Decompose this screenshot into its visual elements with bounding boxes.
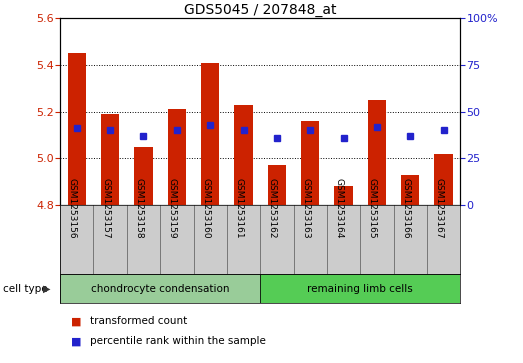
Bar <box>260 274 460 303</box>
Text: ■: ■ <box>71 336 81 346</box>
Bar <box>368 100 386 205</box>
Text: chondrocyte condensation: chondrocyte condensation <box>91 284 230 294</box>
Text: ▶: ▶ <box>43 284 51 294</box>
Text: GSM1253163: GSM1253163 <box>301 178 310 239</box>
Bar <box>301 121 320 205</box>
Text: GSM1253166: GSM1253166 <box>401 178 410 239</box>
Bar <box>101 114 119 205</box>
Bar <box>268 166 286 205</box>
Text: GSM1253165: GSM1253165 <box>368 178 377 239</box>
Bar <box>201 62 219 205</box>
Text: percentile rank within the sample: percentile rank within the sample <box>90 336 266 346</box>
Text: GSM1253160: GSM1253160 <box>201 178 210 239</box>
Bar <box>234 105 253 205</box>
Text: GSM1253159: GSM1253159 <box>168 178 177 239</box>
Text: GSM1253167: GSM1253167 <box>435 178 444 239</box>
Text: transformed count: transformed count <box>90 316 188 326</box>
Bar <box>67 53 86 205</box>
Text: GSM1253158: GSM1253158 <box>134 178 143 239</box>
Text: GSM1253156: GSM1253156 <box>68 178 77 239</box>
Bar <box>60 274 260 303</box>
Text: cell type: cell type <box>3 284 47 294</box>
Text: GSM1253164: GSM1253164 <box>335 178 344 239</box>
Text: remaining limb cells: remaining limb cells <box>308 284 413 294</box>
Bar <box>134 147 153 205</box>
Bar <box>435 154 453 205</box>
Bar <box>334 186 353 205</box>
Text: ■: ■ <box>71 316 81 326</box>
Text: GSM1253157: GSM1253157 <box>101 178 110 239</box>
Title: GDS5045 / 207848_at: GDS5045 / 207848_at <box>184 3 336 17</box>
Text: GSM1253162: GSM1253162 <box>268 178 277 239</box>
Text: GSM1253161: GSM1253161 <box>234 178 244 239</box>
Bar <box>168 109 186 205</box>
Bar <box>401 175 419 205</box>
